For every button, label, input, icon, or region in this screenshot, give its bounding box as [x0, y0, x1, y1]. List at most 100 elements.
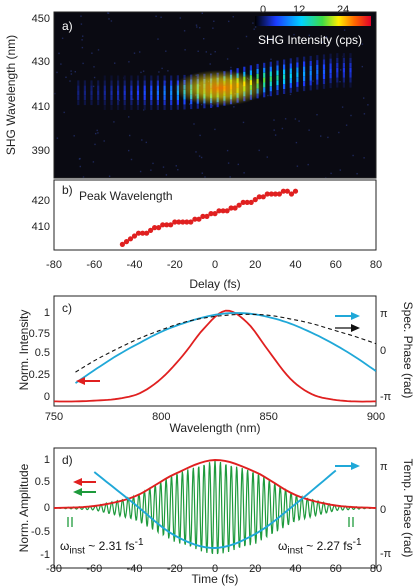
heatmap-cell [269, 71, 272, 77]
heatmap-cell [336, 77, 339, 83]
heatmap-noise-dot [320, 135, 322, 137]
peak-wavelength-point [216, 208, 222, 214]
heatmap-cell [342, 67, 345, 73]
heatmap-cell [176, 100, 179, 105]
heatmap-noise-dot [189, 103, 191, 105]
heatmap-noise-dot [73, 135, 75, 137]
heatmap-cell [269, 91, 272, 97]
heatmap-noise-dot [270, 58, 272, 60]
heatmap-cell [336, 67, 339, 73]
peak-wavelength-point [288, 191, 295, 197]
heatmap-cell [249, 70, 252, 76]
heatmap-cell [276, 85, 279, 91]
heatmap-cell [336, 58, 339, 63]
colorbar-label: SHG Intensity (cps) [258, 33, 362, 47]
heatmap-noise-dot [295, 141, 298, 144]
arrow-green-left-d [73, 488, 96, 496]
heatmap-noise-dot [226, 58, 229, 60]
heatmap-noise-dot [165, 50, 167, 52]
peak-wavelength-point [200, 213, 206, 219]
heatmap-cell [276, 90, 279, 96]
heatmap-cell [176, 104, 179, 110]
panel-d-ytick-05: 0.5 [35, 476, 50, 488]
heatmap-cell [322, 59, 326, 65]
panel-d-ytick-1: 1 [44, 454, 50, 466]
heatmap-cell [83, 90, 86, 96]
panel-a-ylabel: SHG Wavelength (nm) [4, 35, 18, 155]
heatmap-cell [117, 85, 120, 91]
heatmap-cell [150, 95, 153, 101]
heatmap-cell [303, 86, 306, 92]
heatmap-noise-dot [312, 80, 314, 82]
heatmap-cell [263, 77, 266, 83]
panel-d-ytick-neg1: -1 [40, 549, 50, 561]
heatmap-noise-dot [229, 176, 231, 178]
panel-c-ylabel: Norm. Intensity [17, 310, 31, 391]
heatmap-cell [170, 85, 173, 91]
heatmap-noise-dot [242, 121, 245, 124]
peak-wavelength-point [264, 191, 270, 197]
heatmap-noise-dot [341, 106, 344, 108]
heatmap-cell [136, 95, 140, 101]
panel-c-ytick-025: 0.25 [29, 369, 50, 381]
heatmap-cell [309, 75, 312, 81]
panel-d-xtick: -20 [167, 563, 183, 575]
heatmap-noise-dot [108, 175, 111, 177]
panel-d-xtick: 40 [289, 563, 301, 575]
heatmap-cell [342, 72, 345, 78]
heatmap-noise-dot [227, 162, 230, 164]
heatmap-noise-dot [78, 158, 81, 160]
panel-d-xtick: 20 [249, 563, 261, 575]
panel-c-frame [53, 295, 377, 407]
heatmap-noise-dot [307, 163, 309, 166]
heatmap-cell [103, 105, 106, 110]
panel-d-xtick: -80 [46, 563, 62, 575]
peak-wavelength-point [268, 191, 274, 197]
heatmap-noise-dot [93, 76, 96, 79]
heatmap-noise-dot [210, 53, 212, 55]
heatmap-noise-dot [195, 151, 197, 153]
heatmap-noise-dot [63, 111, 65, 114]
heatmap-cell [97, 95, 100, 101]
heatmap-noise-dot [139, 51, 141, 53]
heatmap-cell [342, 62, 345, 68]
heatmap-noise-dot [345, 124, 348, 126]
panel-d-ylabel: Norm. Amplitude [17, 463, 31, 552]
heatmap-noise-dot [195, 24, 198, 26]
heatmap-cell [143, 80, 146, 86]
heatmap-noise-dot [97, 49, 100, 51]
heatmap-cell [77, 95, 80, 101]
panel-c-y2tick-negpi: -π [380, 391, 392, 403]
heatmap-noise-dot [110, 20, 113, 22]
heatmap-cell [336, 62, 339, 68]
heatmap-cell [283, 89, 286, 94]
heatmap-cell [342, 58, 345, 63]
omega-right-label: ωinst ~ 2.27 fs-1 [278, 537, 362, 557]
heatmap-noise-dot [316, 114, 318, 116]
heatmap-cell [117, 95, 120, 101]
panel-c: c) 1 0.75 0.5 0.25 0 π 0 -π 750 800 850 900… [17, 295, 415, 435]
heatmap-cell [77, 100, 80, 106]
heatmap-cell [90, 95, 93, 101]
peak-wavelength-point [256, 194, 262, 200]
heatmap-noise-dot [267, 94, 269, 97]
colorbar-tick-12: 12 [293, 4, 305, 16]
heatmap-noise-dot [96, 129, 98, 132]
peak-wavelength-point [160, 222, 166, 228]
heatmap-noise-dot [81, 46, 84, 49]
heatmap-cell [117, 80, 120, 86]
heatmap-cell [170, 100, 173, 106]
heatmap-noise-dot [273, 129, 275, 131]
heatmap-cell [322, 54, 326, 60]
heatmap-cell [276, 80, 279, 86]
heatmap-noise-dot [294, 118, 297, 120]
heatmap-cell [136, 90, 140, 96]
arrow-blue-right-d [335, 462, 360, 470]
heatmap-cell [269, 86, 272, 92]
heatmap-cell [103, 75, 106, 81]
heatmap-noise-dot [199, 27, 201, 29]
heatmap-cell [196, 103, 199, 109]
heatmap-noise-dot [79, 165, 81, 168]
arrow-blue-right [335, 312, 360, 320]
peak-wavelength-point [140, 230, 146, 236]
